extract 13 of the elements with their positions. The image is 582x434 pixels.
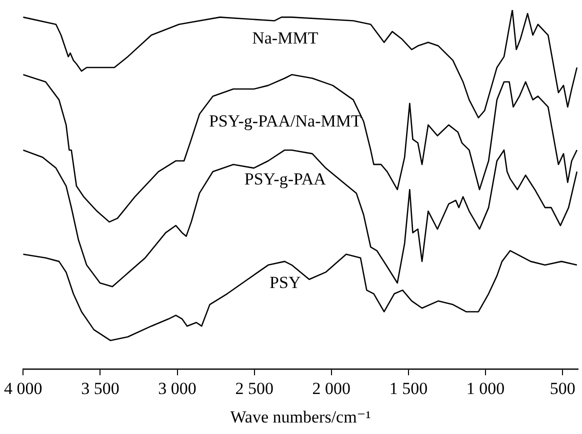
series-label: PSY-g-PAA/Na-MMT: [208, 112, 362, 131]
x-tick-label: 3 500: [81, 378, 120, 398]
x-tick-label: 4 000: [4, 378, 42, 398]
series-label: PSY-g-PAA: [244, 170, 327, 189]
x-tick-label: 1 500: [389, 378, 428, 398]
x-tick-label: 1 000: [466, 378, 505, 398]
x-tick-label: 2 500: [235, 378, 274, 398]
x-tick-label: 500: [550, 378, 576, 398]
series-label: PSY: [270, 272, 301, 292]
x-axis-title: Wave numbers/cm⁻¹: [230, 407, 371, 426]
series-label: Na-MMT: [252, 28, 319, 48]
x-tick-label: 2 000: [312, 378, 351, 398]
x-tick-label: 3 000: [158, 378, 196, 398]
